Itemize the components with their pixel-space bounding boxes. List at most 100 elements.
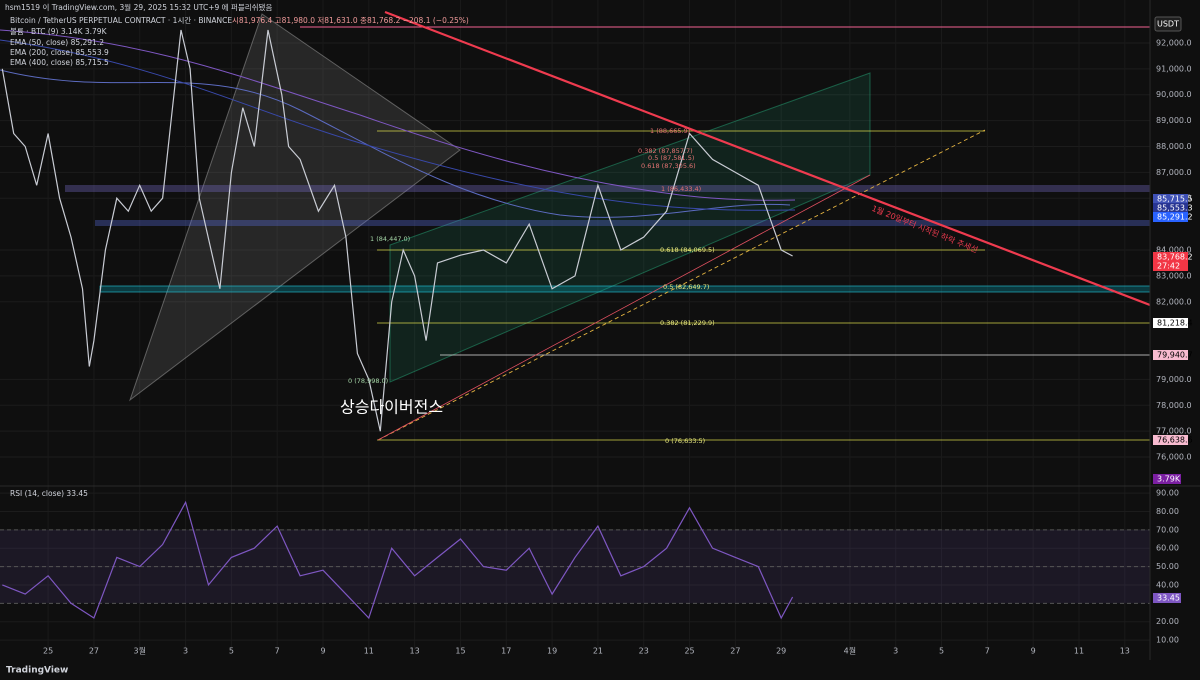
x-tick-label: 25 <box>43 647 53 656</box>
y-tick-label: 91,000.0 <box>1156 64 1192 73</box>
brand[interactable]: TradingView <box>6 666 68 676</box>
y-tick-label: 83,000.0 <box>1156 271 1192 280</box>
fib-label: 0.5 (87,581.5) <box>648 154 694 162</box>
y-tick-label: 84,000.0 <box>1156 246 1192 255</box>
volume-tag <box>1153 474 1181 484</box>
price-tag <box>1153 435 1188 445</box>
price-tag <box>1153 194 1188 204</box>
x-tick-label: 27 <box>89 647 99 656</box>
y-tick-label: 90.00 <box>1156 489 1179 498</box>
x-tick-label: 27 <box>730 647 740 656</box>
price-tag-text: 81,218.4 <box>1157 319 1193 328</box>
y-tick-label: 80.00 <box>1156 507 1179 516</box>
rsi-tag-text: 33.45 <box>1157 594 1180 603</box>
y-tick-label: 89,000.0 <box>1156 116 1192 125</box>
price-tag <box>1153 212 1188 222</box>
price-tag <box>1153 252 1188 271</box>
fib-label: 0 (76,633.5) <box>665 437 705 445</box>
volume-tag-text: 3.79K <box>1157 475 1181 484</box>
x-tick-label: 11 <box>1074 647 1084 656</box>
x-tick-label: 15 <box>455 647 465 656</box>
x-tick-label: 23 <box>639 647 649 656</box>
y-tick-label: 79,000.0 <box>1156 375 1192 384</box>
dashed-trendline <box>377 129 986 441</box>
ema-line <box>0 39 796 211</box>
y-tick-label: 60.00 <box>1156 544 1179 553</box>
plot <box>0 29 1150 620</box>
fib-label: 0.5 (82,649.7) <box>663 283 709 291</box>
zone-band <box>99 285 1151 293</box>
y-tick-label: 76,000.0 <box>1156 453 1192 462</box>
x-tick-label: 3월 <box>134 646 146 656</box>
fib-label: 0.618 (84,069.5) <box>660 246 715 254</box>
fib-label: 0.618 (87,305.6) <box>641 162 696 170</box>
x-tick-label: 11 <box>364 647 374 656</box>
price-tag-text: 83,768.2 <box>1157 253 1193 262</box>
y-tick-label: 92,000.0 <box>1156 38 1192 47</box>
price-tag-text: 79,940.7 <box>1157 351 1193 360</box>
rsi-tag <box>1153 593 1181 603</box>
y-tick-label: 82,000.0 <box>1156 297 1192 306</box>
y-tick-label: 50.00 <box>1156 562 1179 571</box>
x-tick-label: 13 <box>1120 647 1130 656</box>
fib-label: 0.382 (87,857.7) <box>638 147 693 155</box>
x-tick-label: 5 <box>229 647 234 656</box>
price-line <box>1 29 793 432</box>
zone-band <box>65 185 1150 192</box>
price-tag-text: 76,638.6 <box>1157 436 1193 445</box>
price-tag <box>1153 203 1188 213</box>
indicator: EMA (50, close) 85,291.2 <box>10 38 104 47</box>
rsi-line <box>2 500 794 620</box>
y-tick-label: 70.00 <box>1156 525 1179 534</box>
x-tick-label: 21 <box>593 647 603 656</box>
x-tick-label: 17 <box>501 647 511 656</box>
downtrend-line <box>384 10 1151 307</box>
rsi-label: RSI (14, close) 33.45 <box>10 489 88 498</box>
support-line <box>377 174 871 441</box>
y-tick-label: 77,000.0 <box>1156 427 1192 436</box>
x-tick-label: 4월 <box>844 646 856 656</box>
indicator: 볼륨 · BTC (9) 3.14K 3.79K <box>10 27 108 36</box>
x-tick-label: 7 <box>275 647 280 656</box>
x-tick-label: 29 <box>776 647 786 656</box>
x-tick-label: 25 <box>684 647 694 656</box>
y-tick-label: 90,000.0 <box>1156 90 1192 99</box>
countdown: 27:42 <box>1157 262 1180 271</box>
y-tick-label: 87,000.0 <box>1156 168 1192 177</box>
divergence-note: 상승다이버전스 <box>340 398 443 417</box>
fib-label: 1 (84,447.0) <box>370 235 410 243</box>
indicator: EMA (200, close) 85,553.9 <box>10 48 109 57</box>
x-tick-label: 9 <box>1031 647 1036 656</box>
price-tag-text: 85,291.2 <box>1157 213 1193 222</box>
x-tick-label: 9 <box>320 647 325 656</box>
symbol: Bitcoin / TetherUS PERPETUAL CONTRACT · … <box>10 15 232 25</box>
zone-band <box>95 220 1150 226</box>
y-tick-label: 20.00 <box>1156 617 1179 626</box>
fib-label: 0.382 (81,229.9) <box>660 319 715 327</box>
x-tick-label: 19 <box>547 647 557 656</box>
price-tag-text: 85,553.3 <box>1157 204 1193 213</box>
price-tag <box>1153 350 1188 360</box>
y-tick-label: 78,000.0 <box>1156 401 1192 410</box>
price-tag-text: 85,715.5 <box>1157 195 1193 204</box>
triangle-drawing <box>128 13 461 402</box>
published-note: hsm1519 이 TradingView.com, 3월 29, 2025 1… <box>5 2 272 12</box>
x-tick-label: 3 <box>893 647 898 656</box>
fib-label: 1 (86,433.4) <box>661 185 701 193</box>
x-tick-label: 5 <box>939 647 944 656</box>
ohlc: 시81,976.4 고81,980.0 저81,631.0 종81,768.2 … <box>232 16 469 25</box>
x-tick-label: 7 <box>985 647 990 656</box>
ema-line <box>0 29 796 201</box>
y-tick-label: 10.00 <box>1156 636 1179 645</box>
y-tick-label: 88,000.0 <box>1156 142 1192 151</box>
currency[interactable]: USDT <box>1157 20 1179 29</box>
x-tick-label: 3 <box>183 647 188 656</box>
fib-label: 0 (78,998.0) <box>348 377 388 385</box>
fib-label: 1 (88,665.9) <box>650 127 690 135</box>
currency-box[interactable] <box>1154 16 1182 32</box>
price-tag <box>1153 318 1188 328</box>
x-tick-label: 13 <box>410 647 420 656</box>
ema-line <box>0 69 791 218</box>
indicator: EMA (400, close) 85,715.5 <box>10 58 109 67</box>
